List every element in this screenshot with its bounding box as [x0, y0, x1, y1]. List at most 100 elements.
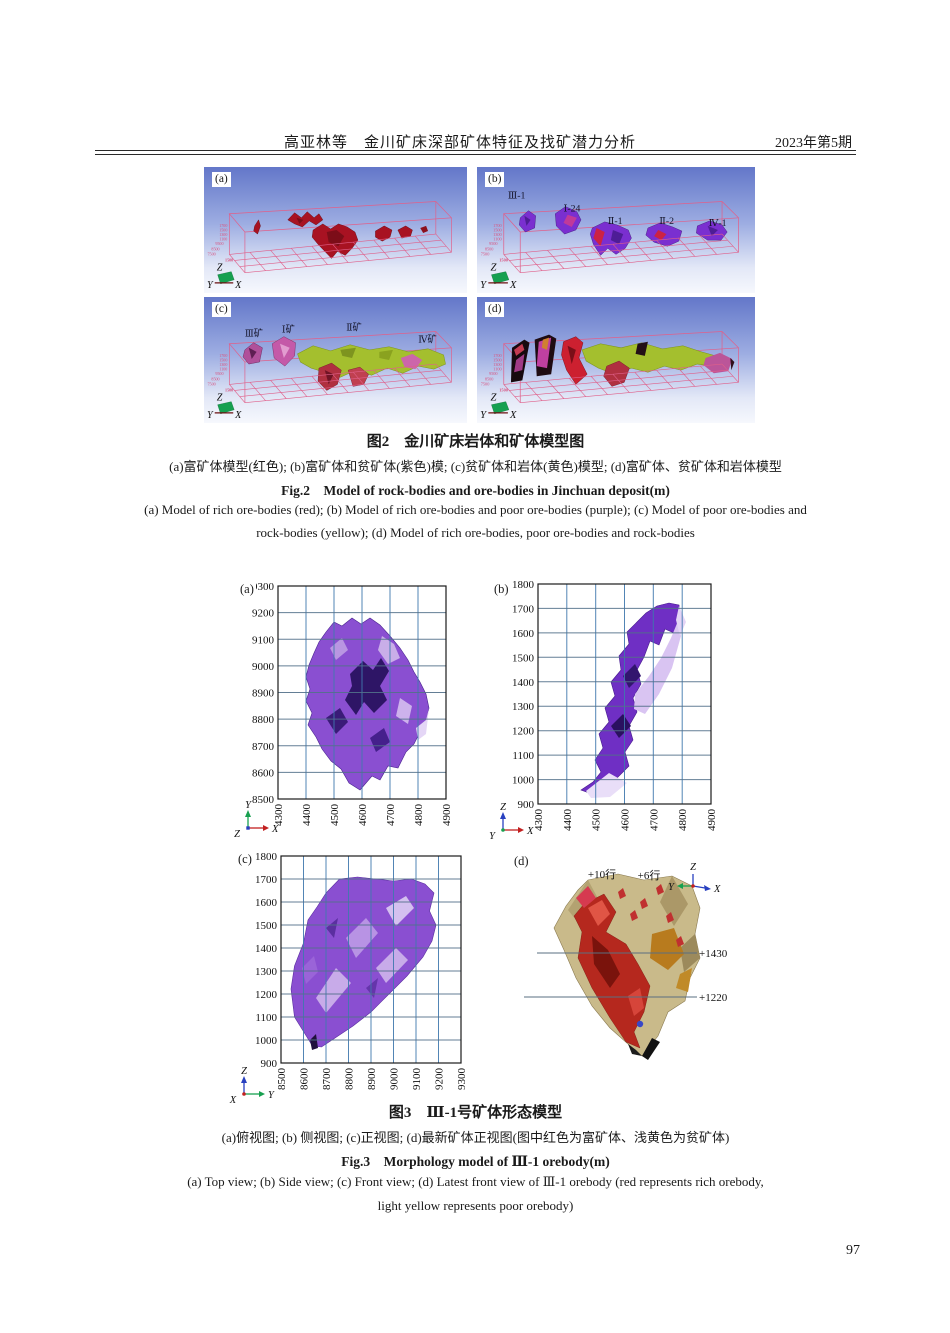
orebody-shape: [580, 602, 686, 798]
svg-text:Ⅱ-2: Ⅱ-2: [659, 216, 674, 227]
x-axis-ticks: 4300 4400 4500 4600 4700 4800 4900: [273, 804, 453, 827]
svg-text:X: X: [234, 410, 242, 421]
axis-triad: Z Y X: [480, 392, 517, 421]
svg-text:8600: 8600: [299, 1068, 311, 1091]
svg-text:X: X: [713, 884, 721, 895]
svg-text:1700: 1700: [512, 603, 535, 615]
svg-text:7500: 7500: [208, 381, 216, 386]
row-label-6: +6行: [638, 869, 661, 882]
svg-text:1100: 1100: [493, 367, 501, 372]
axis-triad: Z Y X: [668, 862, 721, 895]
svg-text:8500: 8500: [276, 1068, 288, 1091]
svg-text:4600: 4600: [620, 809, 632, 832]
triad-fan: [217, 271, 235, 285]
svg-text:8500: 8500: [252, 794, 275, 806]
svg-text:4300: 4300: [273, 804, 285, 827]
svg-text:1700: 1700: [493, 353, 502, 358]
svg-text:1100: 1100: [512, 750, 534, 762]
header-double-rule: [95, 150, 856, 155]
page-number: 97: [846, 1243, 860, 1258]
x-axis-ticks: 8500 8600 8700 8800 8900 9000 9100 9200 …: [276, 1068, 468, 1091]
svg-text:Ⅳ矿: Ⅳ矿: [418, 334, 436, 346]
figure3-panel-b: 1800 1700 1600 1500 1400 1300 1200 1100 …: [483, 576, 725, 848]
row-label-10: +10行: [588, 868, 616, 881]
orebody-shape: [290, 876, 437, 1050]
svg-text:1500: 1500: [493, 358, 502, 363]
svg-text:X: X: [229, 1095, 237, 1106]
svg-text:9000: 9000: [389, 1068, 401, 1091]
svg-text:1700: 1700: [219, 353, 227, 358]
figure2-caption-en-line2: rock-bodies (yellow); (d) Model of rich …: [256, 525, 695, 540]
triad-origin: [242, 1092, 246, 1096]
figure2-panel-b: Ⅲ-1 Ⅰ-24 Ⅱ-1 Ⅱ-2 Ⅳ-1 1700 1500 1300 1100…: [477, 167, 755, 293]
svg-text:Z: Z: [241, 1066, 247, 1077]
panel-tag: (a): [238, 582, 256, 597]
figure3-caption-en-line1: (a) Top view; (b) Side view; (c) Front v…: [187, 1174, 764, 1189]
axis-triad: Z Y X: [480, 262, 517, 291]
figure2-caption-cn-sub: (a)富矿体模型(红色); (b)富矿体和贫矿体(紫色)模; (c)贫矿体和岩体…: [169, 459, 782, 474]
svg-text:1400: 1400: [255, 943, 278, 955]
figure3-panel-a: 9300 9200 9100 9000 8900 8800 8700 8600 …: [230, 578, 475, 846]
svg-text:Y: Y: [207, 410, 214, 421]
svg-text:8500: 8500: [485, 376, 494, 381]
figure3-panel-c: 1800 1700 1600 1500 1400 1300 1200 1100 …: [226, 848, 476, 1116]
svg-text:1100: 1100: [493, 237, 501, 242]
figure2-panel-c-art: Ⅲ矿 Ⅰ矿 Ⅱ矿 Ⅳ矿 1700 1500 1300 1100 9500 850…: [204, 297, 467, 423]
svg-text:1500: 1500: [499, 388, 508, 393]
svg-text:Z: Z: [500, 802, 506, 813]
svg-text:X: X: [271, 824, 279, 835]
svg-text:8500: 8500: [211, 246, 219, 251]
svg-text:4500: 4500: [591, 809, 603, 832]
figure3-panel-a-plot: 9300 9200 9100 9000 8900 8800 8700 8600 …: [234, 581, 453, 840]
svg-text:Y: Y: [480, 279, 487, 291]
svg-text:1500: 1500: [225, 387, 233, 392]
svg-text:9100: 9100: [411, 1068, 423, 1091]
svg-text:Y: Y: [480, 409, 487, 421]
svg-text:Ⅰ-24: Ⅰ-24: [563, 204, 580, 215]
svg-text:1500: 1500: [255, 920, 278, 932]
svg-text:9500: 9500: [489, 371, 498, 376]
svg-text:X: X: [526, 826, 534, 837]
figure2-panel-a: 1700 1500 1300 1100 9500 8500 7500 1500 …: [204, 167, 467, 293]
svg-text:4600: 4600: [357, 804, 369, 827]
figure3-panel-b-plot: 1800 1700 1600 1500 1400 1300 1200 1100 …: [489, 579, 718, 842]
figure2-panel-b-art: Ⅲ-1 Ⅰ-24 Ⅱ-1 Ⅱ-2 Ⅳ-1 1700 1500 1300 1100…: [477, 167, 755, 293]
running-head-issue: 2023年第5期: [775, 136, 852, 151]
svg-text:Z: Z: [490, 392, 497, 404]
svg-text:1300: 1300: [255, 966, 278, 978]
axis-triad: Z Y X: [207, 392, 242, 421]
rich-ore-bodies: [253, 211, 429, 259]
svg-text:9200: 9200: [434, 1068, 446, 1091]
figure3-panel-c-plot: 1800 1700 1600 1500 1400 1300 1200 1100 …: [229, 851, 468, 1106]
axis-triad: Y X Z: [234, 800, 279, 840]
svg-text:900: 900: [261, 1058, 278, 1070]
triad-origin: [691, 884, 695, 888]
svg-text:4400: 4400: [301, 804, 313, 827]
figure2-panel-d: 1700 1500 1300 1100 9500 8500 7500 1500 …: [477, 297, 755, 423]
figure2-caption-en-line1: (a) Model of rich ore-bodies (red); (b) …: [144, 502, 807, 517]
svg-text:8800: 8800: [252, 714, 275, 726]
level-label-1430: +1430: [699, 948, 728, 960]
svg-text:1100: 1100: [219, 367, 227, 372]
svg-text:1500: 1500: [219, 227, 227, 232]
svg-text:Z: Z: [690, 862, 696, 873]
svg-text:8500: 8500: [485, 246, 494, 251]
svg-text:1200: 1200: [512, 726, 535, 738]
running-head-title: 高亚林等 金川矿床深部矿体特征及找矿潜力分析: [283, 135, 636, 151]
panel-tag: (a): [212, 172, 231, 187]
svg-text:Ⅲ矿: Ⅲ矿: [245, 327, 263, 339]
box-tick-labels: 1700 1500 1300 1100 9500 8500 7500 1500: [481, 223, 508, 263]
orebody-model: [553, 873, 701, 1060]
svg-text:8900: 8900: [366, 1068, 378, 1091]
svg-text:8800: 8800: [344, 1068, 356, 1091]
orebody-shape: [305, 617, 430, 791]
svg-text:7500: 7500: [208, 251, 216, 256]
panel-tag: (d): [512, 854, 531, 869]
panel-tag: (b): [492, 582, 511, 597]
svg-text:8600: 8600: [252, 767, 275, 779]
figure3-panel-d: +1430 +1220 +10行 +6行 Z Y X (d): [492, 846, 744, 1088]
svg-text:1400: 1400: [512, 677, 535, 689]
svg-text:1800: 1800: [255, 851, 278, 863]
x-axis-ticks: 4300 4400 4500 4600 4700 4800 4900: [533, 809, 718, 832]
svg-text:Ⅱ矿: Ⅱ矿: [346, 321, 362, 333]
